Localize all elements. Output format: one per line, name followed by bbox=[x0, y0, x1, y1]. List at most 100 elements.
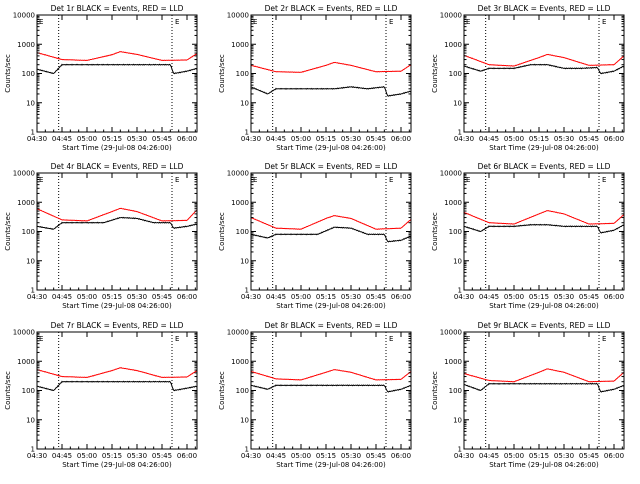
x-tick-label: 05:15 bbox=[316, 135, 336, 143]
x-tick-label: 04:45 bbox=[52, 135, 72, 143]
x-tick-label: 06:00 bbox=[177, 135, 197, 143]
y-tick-label: 10 bbox=[453, 99, 462, 107]
series-line-events bbox=[251, 85, 412, 97]
marker-e-right: E bbox=[602, 18, 606, 26]
x-axis-label: Start Time (29-Jul-08 04:26:00) bbox=[276, 144, 386, 152]
x-tick-label: 04:30 bbox=[454, 293, 474, 301]
x-tick-label: 04:45 bbox=[479, 293, 499, 301]
x-tick-label: 04:45 bbox=[266, 293, 286, 301]
x-tick-label: 05:15 bbox=[316, 293, 336, 301]
y-tick-label: 100 bbox=[22, 387, 35, 395]
y-axis-label: Counts/sec bbox=[4, 212, 12, 251]
y-tick-label: 1 bbox=[31, 446, 35, 454]
panel-title: Det 4r BLACK = Events, RED = LLD bbox=[51, 162, 184, 171]
x-tick-label: 05:45 bbox=[366, 452, 386, 460]
series-line-events bbox=[463, 223, 625, 234]
detector-panel-2: Det 2r BLACK = Events, RED = LLD E E 1 10 100… bbox=[218, 4, 412, 152]
series-line-lld bbox=[463, 53, 625, 67]
x-tick-label: 04:30 bbox=[241, 452, 261, 460]
x-tick-label: 05:15 bbox=[102, 452, 122, 460]
x-tick-label: 05:30 bbox=[554, 293, 574, 301]
x-axis-label: Start Time (29-Jul-08 04:26:00) bbox=[276, 461, 386, 469]
series-line-lld bbox=[36, 367, 198, 379]
y-tick-label: 10 bbox=[26, 416, 35, 424]
x-tick-label: 04:45 bbox=[266, 452, 286, 460]
marker-e-right: E bbox=[389, 18, 393, 26]
x-tick-label: 05:30 bbox=[341, 452, 361, 460]
y-tick-label: 10000 bbox=[440, 12, 462, 20]
marker-e-right: E bbox=[602, 335, 606, 343]
x-tick-label: 05:15 bbox=[529, 293, 549, 301]
marker-e-left: E bbox=[466, 176, 470, 184]
y-tick-label: 10000 bbox=[227, 12, 249, 20]
panel-title: Det 7r BLACK = Events, RED = LLD bbox=[51, 321, 184, 330]
x-tick-label: 06:00 bbox=[604, 135, 624, 143]
x-tick-label: 05:00 bbox=[504, 135, 524, 143]
x-tick-label: 06:00 bbox=[604, 293, 624, 301]
y-tick-label: 100 bbox=[236, 70, 249, 78]
plot-frame bbox=[250, 14, 412, 133]
y-tick-label: 1000 bbox=[444, 41, 462, 49]
marker-e-right: E bbox=[389, 335, 393, 343]
x-tick-label: 05:00 bbox=[77, 452, 97, 460]
y-tick-label: 1 bbox=[245, 446, 249, 454]
series-line-events bbox=[463, 382, 625, 393]
panel-title: Det 9r BLACK = Events, RED = LLD bbox=[478, 321, 611, 330]
x-tick-label: 05:00 bbox=[77, 293, 97, 301]
marker-e-left: E bbox=[39, 335, 43, 343]
x-axis-label: Start Time (29-Jul-08 04:26:00) bbox=[276, 302, 386, 310]
y-axis-label: Counts/sec bbox=[4, 371, 12, 410]
y-tick-label: 100 bbox=[449, 70, 462, 78]
y-tick-label: 10000 bbox=[227, 329, 249, 337]
x-axis-label: Start Time (29-Jul-08 04:26:00) bbox=[62, 461, 172, 469]
x-tick-label: 04:45 bbox=[479, 452, 499, 460]
y-tick-label: 1 bbox=[245, 287, 249, 295]
marker-e-right: E bbox=[175, 18, 179, 26]
x-tick-label: 05:45 bbox=[366, 135, 386, 143]
plot-frame bbox=[250, 172, 412, 291]
x-tick-label: 04:30 bbox=[27, 135, 47, 143]
y-tick-label: 1 bbox=[31, 287, 35, 295]
y-tick-label: 10000 bbox=[13, 12, 35, 20]
x-tick-label: 05:45 bbox=[152, 135, 172, 143]
x-tick-label: 05:45 bbox=[366, 293, 386, 301]
y-tick-label: 10000 bbox=[13, 170, 35, 178]
series-line-lld bbox=[463, 368, 625, 383]
y-tick-label: 10 bbox=[26, 257, 35, 265]
x-tick-label: 05:00 bbox=[77, 135, 97, 143]
marker-e-left: E bbox=[253, 18, 257, 26]
panel-title: Det 1r BLACK = Events, RED = LLD bbox=[51, 4, 184, 13]
series-line-events bbox=[463, 63, 625, 75]
series-line-events bbox=[36, 63, 198, 75]
x-axis-label: Start Time (29-Jul-08 04:26:00) bbox=[489, 302, 599, 310]
x-tick-label: 05:00 bbox=[291, 452, 311, 460]
y-tick-label: 10 bbox=[240, 257, 249, 265]
panel-title: Det 2r BLACK = Events, RED = LLD bbox=[265, 4, 398, 13]
marker-e-left: E bbox=[466, 18, 470, 26]
x-axis-label: Start Time (29-Jul-08 04:26:00) bbox=[62, 302, 172, 310]
x-tick-label: 05:30 bbox=[554, 452, 574, 460]
y-tick-label: 1 bbox=[458, 287, 462, 295]
panel-title: Det 5r BLACK = Events, RED = LLD bbox=[265, 162, 398, 171]
plot-frame bbox=[463, 14, 625, 133]
x-tick-label: 06:00 bbox=[391, 135, 411, 143]
y-tick-label: 1 bbox=[245, 129, 249, 137]
x-tick-label: 06:00 bbox=[177, 293, 197, 301]
detector-panel-5: Det 5r BLACK = Events, RED = LLD E E 1 10 100… bbox=[218, 162, 412, 310]
series-line-lld bbox=[250, 369, 412, 381]
series-line-lld bbox=[250, 215, 412, 230]
detector-panel-4: Det 4r BLACK = Events, RED = LLD E E 1 10 100… bbox=[4, 162, 198, 310]
y-tick-label: 1 bbox=[458, 446, 462, 454]
y-tick-label: 100 bbox=[449, 387, 462, 395]
panel-title: Det 8r BLACK = Events, RED = LLD bbox=[265, 321, 398, 330]
y-tick-label: 1000 bbox=[231, 358, 249, 366]
marker-e-left: E bbox=[253, 176, 257, 184]
series-line-events bbox=[250, 384, 412, 393]
marker-e-right: E bbox=[389, 176, 393, 184]
x-tick-label: 04:45 bbox=[479, 135, 499, 143]
series-line-events bbox=[36, 380, 198, 392]
y-axis-label: Counts/sec bbox=[4, 54, 12, 93]
x-tick-label: 05:15 bbox=[316, 452, 336, 460]
